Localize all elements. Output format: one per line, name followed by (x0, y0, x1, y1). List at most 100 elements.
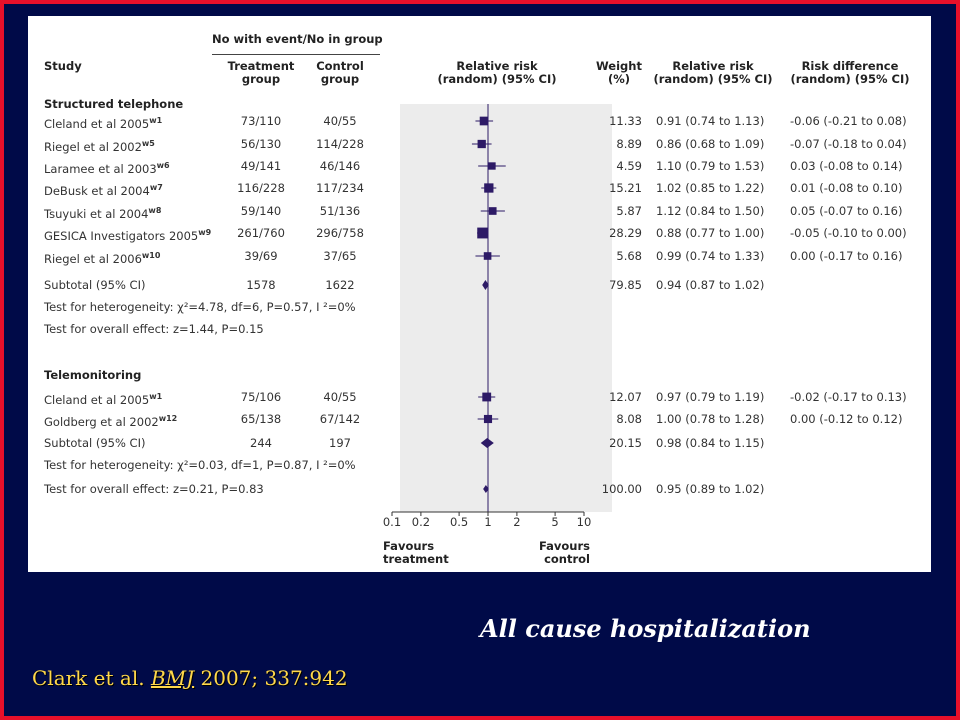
rr-value: 0.97 (0.79 to 1.19) (656, 390, 764, 404)
section-title-structured-telephone: Structured telephone (44, 97, 184, 111)
study-reference: w10 (141, 251, 161, 260)
weight-value-text: 11.33 (609, 114, 642, 128)
study-marker (483, 414, 493, 424)
header-weight: Weight (%) (596, 59, 642, 86)
study-name-text: DeBusk et al 2004 (44, 183, 150, 198)
weight-value-text: 5.68 (616, 249, 642, 263)
subtotal-treatment: 1578 (246, 278, 276, 292)
study-name: Laramee et al 2003w6 (44, 159, 170, 176)
header-group-title: No with event/No in group (212, 32, 383, 46)
header-study: Study (44, 59, 82, 73)
treatment-count: 49/141 (218, 159, 304, 173)
risk-difference-value: -0.07 (-0.18 to 0.04) (790, 137, 907, 151)
weight-value: 5.87 (586, 204, 642, 218)
subtotal-treatment: 244 (250, 436, 272, 450)
control-count-text: 67/142 (319, 412, 361, 426)
risk-difference-value: -0.06 (-0.21 to 0.08) (790, 114, 907, 128)
treatment-count-text: 65/138 (240, 412, 282, 426)
rr-value-text: 0.97 (0.79 to 1.19) (656, 390, 765, 404)
study-name-text: Tsuyuki et al 2004 (44, 206, 149, 221)
weight-value-text: 15.21 (609, 181, 642, 195)
rr-value-text: 1.12 (0.84 to 1.50) (656, 204, 765, 218)
risk-difference-value-text: 0.05 (-0.07 to 0.16) (790, 204, 903, 218)
control-count-text: 40/55 (323, 114, 357, 128)
control-count: 67/142 (302, 412, 378, 426)
control-count-text: 46/146 (319, 159, 361, 173)
x-tick-label: 10 (577, 515, 592, 529)
subtotal-weight: 20.15 (609, 436, 642, 450)
treatment-count: 261/760 (218, 226, 304, 240)
favours-control-label: Favours control (538, 539, 590, 566)
plot-background (400, 104, 612, 512)
rr-value: 0.99 (0.74 to 1.33) (656, 249, 764, 263)
favours-treatment-label: Favours treatment (383, 539, 449, 566)
risk-difference-value: 0.00 (-0.17 to 0.16) (790, 249, 902, 263)
study-name: Cleland et al 2005w1 (44, 114, 162, 131)
rr-value-text: 0.91 (0.74 to 1.13) (656, 114, 765, 128)
forest-plot-panel: Study No with event/No in group Treatmen… (28, 16, 931, 572)
study-reference: w7 (149, 183, 163, 192)
subtotal-diamond (482, 280, 489, 290)
risk-difference-value-text: -0.06 (-0.21 to 0.08) (790, 114, 907, 128)
treatment-count: 116/228 (218, 181, 304, 195)
control-count: 46/146 (302, 159, 378, 173)
risk-difference-value-text: -0.02 (-0.17 to 0.13) (790, 390, 907, 404)
rr-value-text: 0.99 (0.74 to 1.33) (656, 249, 765, 263)
weight-value-text: 5.87 (616, 204, 642, 218)
rr-value: 0.88 (0.77 to 1.00) (656, 226, 764, 240)
citation: Clark et al. BMJ 2007; 337:942 (32, 666, 348, 690)
risk-difference-value: 0.00 (-0.12 to 0.12) (790, 412, 902, 426)
study-reference: w8 (148, 206, 162, 215)
rr-value: 0.86 (0.68 to 1.09) (656, 137, 764, 151)
study-marker (477, 227, 489, 239)
total-diamond (483, 485, 489, 493)
rr-value: 1.02 (0.85 to 1.22) (656, 181, 764, 195)
control-count-text: 51/136 (319, 204, 361, 218)
weight-value: 12.07 (586, 390, 642, 404)
study-name: Riegel et al 2002w5 (44, 137, 155, 154)
weight-value: 15.21 (586, 181, 642, 195)
weight-value-text: 4.59 (616, 159, 642, 173)
treatment-count-text: 39/69 (244, 249, 278, 263)
rr-value-text: 1.00 (0.78 to 1.28) (656, 412, 765, 426)
header-rr-plot: Relative risk (random) (95% CI) (437, 59, 557, 86)
subtotal-diamond (480, 438, 494, 448)
risk-difference-value-text: 0.03 (-0.08 to 0.14) (790, 159, 903, 173)
risk-difference-value-text: -0.05 (-0.10 to 0.00) (790, 226, 907, 240)
treatment-count-text: 75/106 (240, 390, 282, 404)
slide-caption: All cause hospitalization (480, 614, 811, 643)
rr-value: 0.91 (0.74 to 1.13) (656, 114, 764, 128)
x-tick-label: 0.1 (383, 515, 401, 529)
treatment-count-text: 49/141 (240, 159, 282, 173)
header-rr-text: Relative risk (random) (95% CI) (653, 59, 773, 86)
citation-prefix: Clark et al. (32, 666, 151, 690)
rr-value: 1.12 (0.84 to 1.50) (656, 204, 764, 218)
study-marker (482, 392, 492, 402)
subtotal-label: Subtotal (95% CI) (44, 278, 146, 292)
citation-suffix: 2007; 337:942 (194, 666, 348, 690)
study-reference: w12 (158, 414, 178, 423)
treatment-count: 65/138 (218, 412, 304, 426)
study-reference: w9 (198, 228, 212, 237)
section-title-telemonitoring: Telemonitoring (44, 368, 142, 382)
weight-value: 8.89 (586, 137, 642, 151)
study-marker (484, 183, 494, 193)
risk-difference-value-text: 0.00 (-0.12 to 0.12) (790, 412, 903, 426)
risk-difference-value-text: 0.01 (-0.08 to 0.10) (790, 181, 903, 195)
header-risk-difference: Risk difference (random) (95% CI) (790, 59, 910, 86)
study-name-text: Laramee et al 2003 (44, 161, 157, 176)
study-name: Riegel et al 2006w10 (44, 249, 160, 266)
header-control: Control group (316, 59, 364, 86)
control-count: 51/136 (302, 204, 378, 218)
study-marker (488, 207, 497, 215)
citation-journal-link[interactable]: BMJ (150, 666, 195, 690)
rr-value-text: 0.88 (0.77 to 1.00) (656, 226, 765, 240)
control-count-text: 117/234 (316, 181, 364, 195)
weight-value-text: 8.89 (616, 137, 642, 151)
weight-value: 8.08 (586, 412, 642, 426)
rr-value: 1.10 (0.79 to 1.53) (656, 159, 764, 173)
treatment-count: 75/106 (218, 390, 304, 404)
weight-value-text: 28.29 (609, 226, 642, 240)
subtotal-weight: 79.85 (609, 278, 642, 292)
control-count-text: 40/55 (323, 390, 357, 404)
